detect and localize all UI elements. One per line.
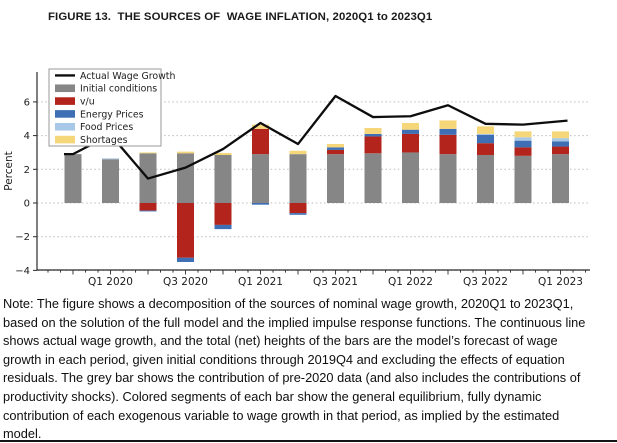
bar-segment [327,144,344,148]
bar-segment [439,134,457,155]
bar-segment [514,140,532,148]
legend-color-swatch [55,122,75,131]
legend-label: Actual Wage Growth [80,71,175,82]
bar-segment [252,124,269,129]
wage-inflation-chart: −4 −2 0 2 4 6 Q1 2020 Q3 2020 Q1 2021 Q3 2021 Q1 2… [3,68,590,288]
legend-label: Initial conditions [80,84,157,95]
bar-segment [214,203,232,225]
legend-color-swatch [55,84,75,93]
page-bottom-rule [0,440,617,442]
bar-segment [177,257,194,262]
bar-segment [439,154,457,203]
bar-segment [402,152,419,203]
y-axis-title: Percent [3,151,15,191]
bar-segment [289,154,307,203]
bar-segment [477,143,494,155]
bar-segment [364,153,382,203]
x-tick-label: Q1 2023 [538,276,583,288]
bar-segment [477,133,494,135]
bar-segment [289,203,307,214]
y-tick-label: −4 [15,266,30,277]
y-tick-label: 2 [24,165,30,176]
bar-segment [402,133,419,153]
legend-label: Shortages [80,135,128,146]
bar-segment [514,147,532,156]
figure-title: FIGURE 13. THE SOURCES OF WAGE INFLATION… [48,11,433,23]
bar-segment [552,138,569,142]
x-tick-label: Q1 2021 [238,276,283,288]
bar-segment [439,120,457,129]
legend-box [48,68,162,147]
legend-color-swatch [55,135,75,144]
bar-segment [552,131,569,139]
bar-segment [139,152,157,154]
legend-color-swatch [55,110,75,118]
bar-segment [139,203,157,211]
bar-segment [327,149,344,155]
figure-note: Note: The figure shows a decomposition o… [3,296,586,442]
bar-segment [177,203,194,258]
bar-segment [177,151,194,154]
bar-segment [552,141,569,147]
bar-segment [102,159,119,203]
bar-segment [402,129,419,134]
bar-segment [364,133,382,137]
y-tick-label: 0 [24,199,30,210]
x-tick-label: Q1 2022 [388,276,433,288]
bar-segment [289,150,307,155]
bar-segment [552,154,569,203]
y-tick-label: −2 [15,232,30,243]
x-tick-label: Q3 2021 [313,276,358,288]
bar-segment [364,136,382,154]
bar-segment [514,155,532,203]
x-tick-label: Q3 2022 [463,276,508,288]
legend-label: Energy Prices [80,109,144,120]
bar-segment [102,158,119,160]
legend-color-swatch [55,97,75,105]
bar-segment [252,128,269,155]
legend-label: v/u [80,96,95,107]
bar-segment [214,224,232,230]
bar-segment [252,154,269,203]
bar-segment [214,152,232,155]
x-tick-label: Q3 2020 [163,276,208,288]
legend-label: Food Prices [80,122,133,133]
bar-segment [214,154,232,203]
y-tick-label: 6 [24,97,30,108]
y-tick-label: 4 [24,131,30,142]
bar-segment [139,210,157,212]
bar-segment [252,203,269,205]
bar-segment [327,147,344,150]
actual-wage-growth-line [64,94,568,180]
bar-segment [402,122,419,130]
bar-segment [177,153,194,203]
bar-segment [64,154,82,203]
bar-segment [439,128,457,135]
x-tick-label: Q1 2020 [88,276,133,288]
bar-segment [477,126,494,134]
bar-segment [514,137,532,141]
bar-segment [477,154,494,203]
bar-segment [289,213,307,215]
bar-segment [514,131,532,138]
bar-segment [552,146,569,155]
bar-segment [364,128,382,134]
bar-segment [477,134,494,144]
bar-segment [327,154,344,203]
